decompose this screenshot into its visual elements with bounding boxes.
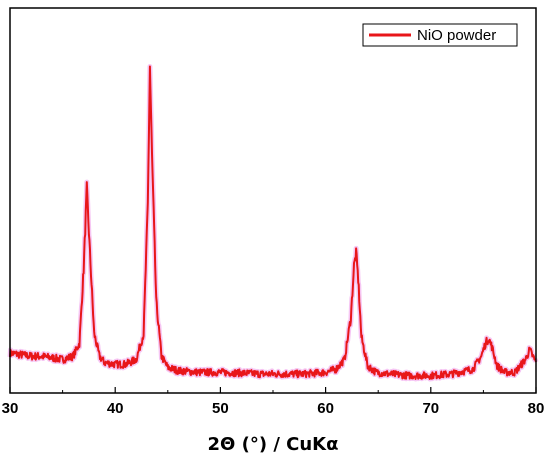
x-axis-title: 2Θ (°) / CuKα (208, 434, 339, 455)
axes: 30 40 50 60 70 80 (2, 7, 545, 417)
x-tick-label: 30 (2, 400, 19, 417)
series-layer (7, 63, 539, 382)
x-tick-label: 70 (422, 400, 439, 417)
legend-box (362, 23, 518, 47)
x-tick-label: 80 (528, 400, 545, 417)
legend: NiO powder (362, 23, 518, 47)
series-line (9, 65, 537, 380)
x-tick-label: 60 (317, 400, 334, 417)
x-tick-label: 50 (212, 400, 229, 417)
legend-label: NiO powder (417, 27, 496, 44)
x-tick-label: 40 (107, 400, 124, 417)
